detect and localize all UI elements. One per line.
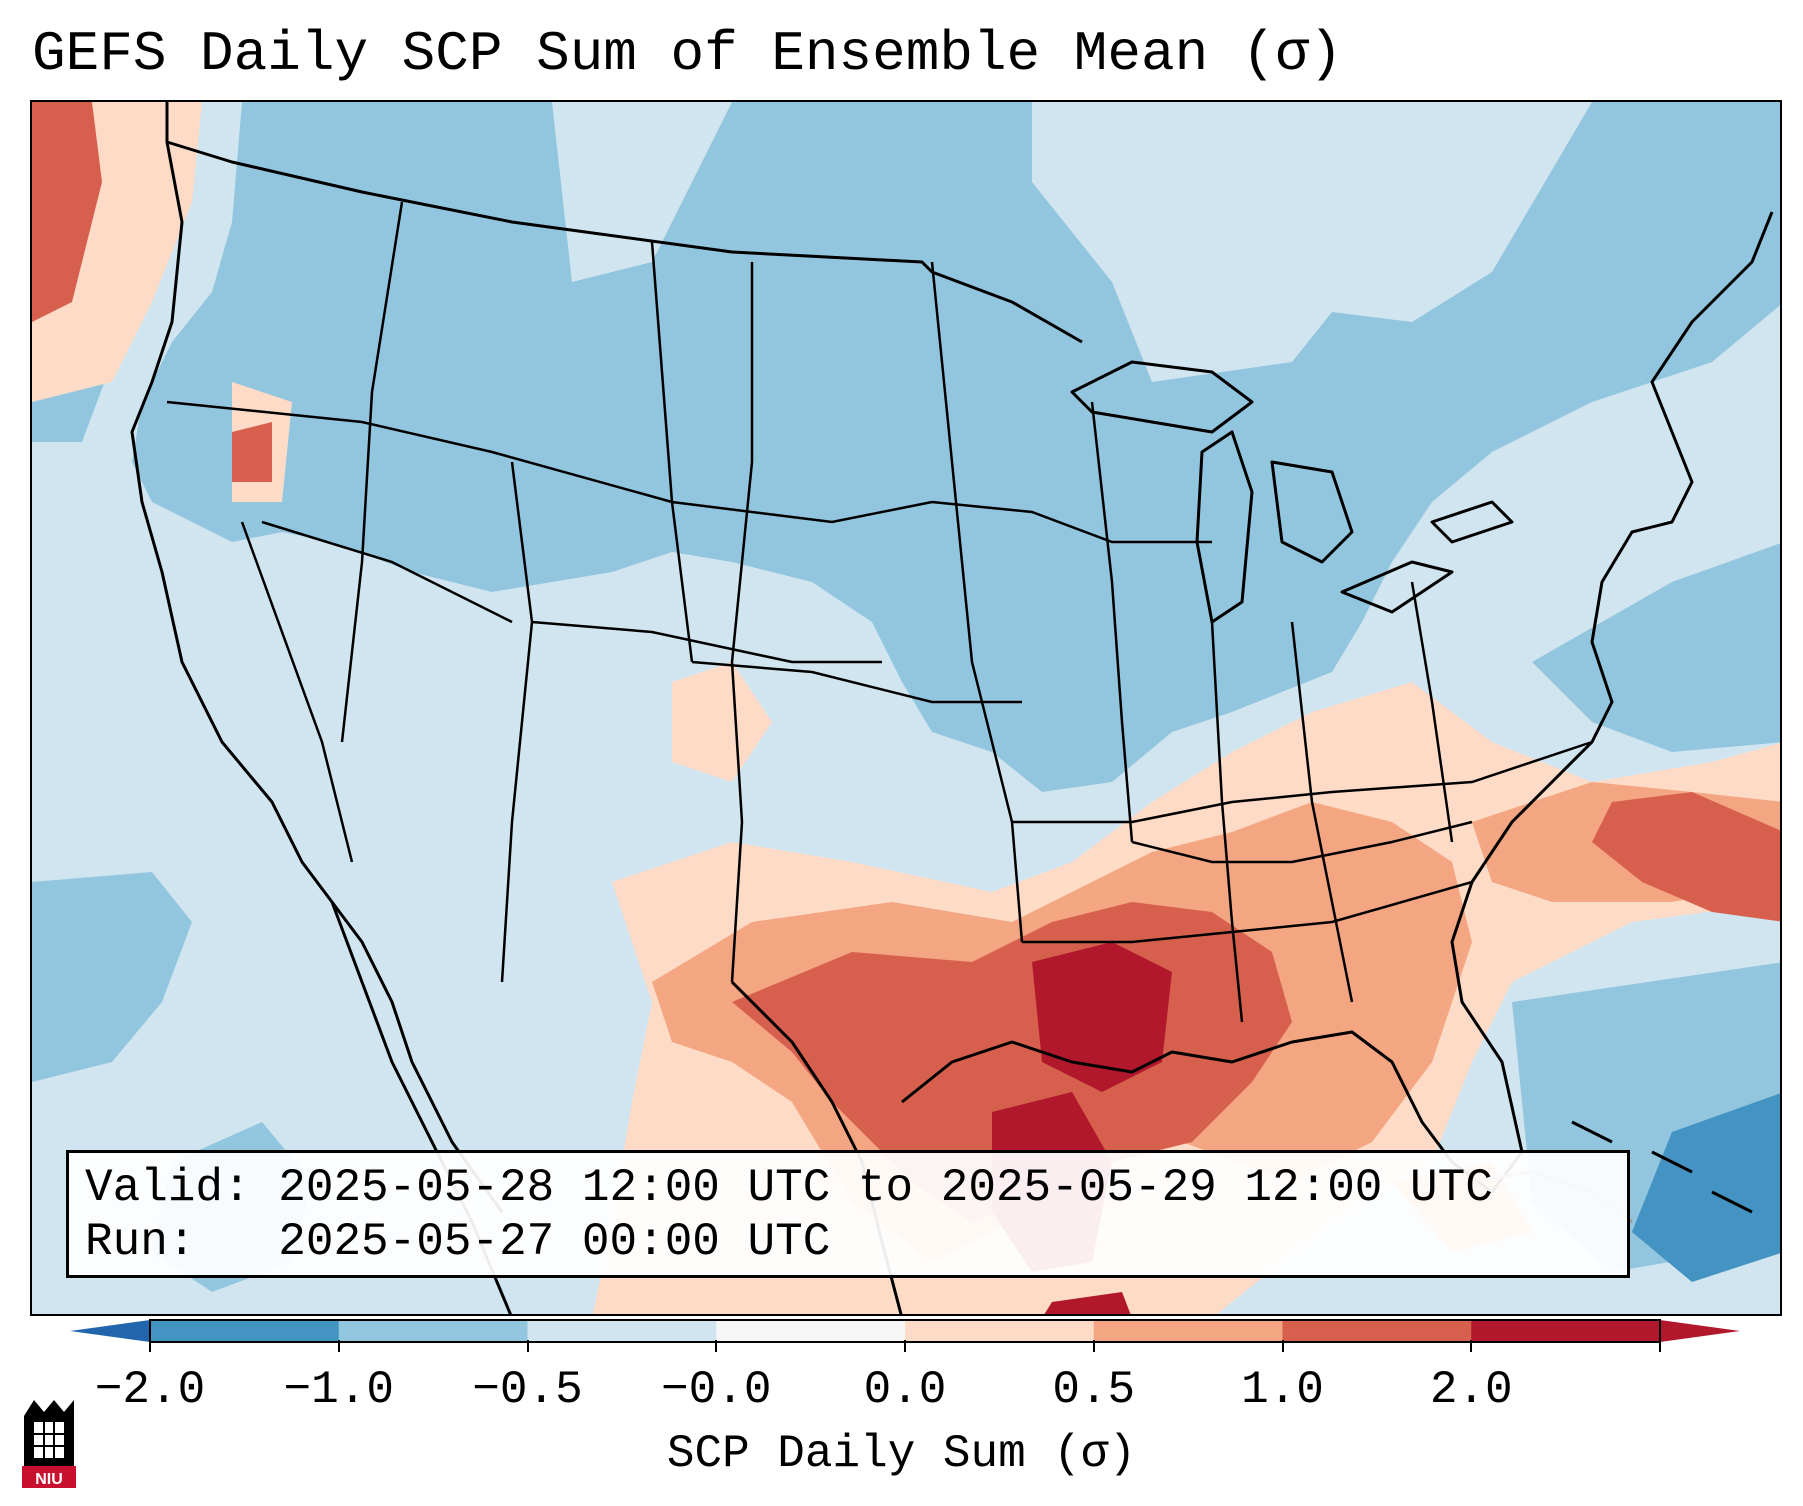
colorbar-tick-label: −0.0 — [661, 1364, 772, 1416]
border-sd-ne — [671, 500, 933, 524]
colorbar-segment — [150, 1320, 340, 1342]
atlantic-coast — [1470, 211, 1774, 883]
state-borders — [166, 201, 1593, 1023]
chart-title: GEFS Daily SCP Sum of Ensemble Mean (σ) — [32, 22, 1343, 86]
border-ia-mo — [931, 500, 1212, 544]
field-negative-strong — [1632, 1093, 1780, 1282]
lake-superior — [1070, 360, 1254, 434]
colorbar-tick-mark — [1281, 1340, 1284, 1352]
map-panel — [30, 100, 1782, 1316]
gulf-coast — [901, 881, 1524, 1194]
border-ks-ok — [691, 660, 1022, 704]
border-nm-tx — [730, 262, 754, 983]
border-co-ne — [531, 620, 882, 664]
niu-logo: NIU — [22, 1400, 76, 1488]
border-ga-sc — [1131, 820, 1473, 864]
border-ca-nv — [240, 521, 354, 863]
colorbar-tick-mark — [1659, 1340, 1661, 1352]
colorbar-segment — [1282, 1320, 1472, 1342]
colorbar-segment — [1471, 1320, 1661, 1342]
map-canvas — [32, 102, 1780, 1314]
colorbar-segment — [716, 1320, 906, 1342]
lake-huron — [1270, 460, 1354, 564]
colorbar-tick-label: 0.0 — [863, 1364, 947, 1416]
bahamas-outline — [1571, 1120, 1753, 1214]
colorbar-tick-label: −0.5 — [472, 1364, 583, 1416]
colorbar-tick-label: 0.5 — [1052, 1364, 1136, 1416]
us-canada-border — [165, 102, 1083, 344]
pacific-coast — [130, 141, 512, 1314]
lake-ontario — [1430, 500, 1514, 544]
border-mn-ia — [930, 261, 1024, 943]
border-tn-line — [1012, 740, 1593, 824]
colorbar-tick-mark — [1470, 1340, 1473, 1352]
colorbar-tick-mark — [1092, 1340, 1095, 1352]
border-id-mt — [340, 201, 404, 743]
colorbar-over-arrow — [1660, 1320, 1740, 1342]
border-ut-co — [500, 461, 534, 983]
run-time-text: Run: 2025-05-27 00:00 UTC — [85, 1216, 831, 1268]
colorbar-tick-label: −1.0 — [283, 1364, 394, 1416]
colorbar — [70, 1319, 1740, 1343]
validity-info-box: Valid: 2025-05-28 12:00 UTC to 2025-05-2… — [66, 1150, 1630, 1278]
colorbar-tick-label: 1.0 — [1241, 1364, 1324, 1416]
colorbar-tick-mark — [526, 1340, 529, 1352]
border-wi-il — [1090, 401, 1134, 843]
colorbar-segment — [1093, 1320, 1283, 1342]
colorbar-segment — [905, 1320, 1095, 1342]
border-gulf-states — [1022, 880, 1473, 944]
valid-time-text: Valid: 2025-05-28 12:00 UTC to 2025-05-2… — [85, 1162, 1493, 1214]
border-pa-md — [1410, 581, 1454, 843]
colorbar-segment — [527, 1320, 717, 1342]
colorbar-tick-mark — [715, 1340, 718, 1352]
colorbar-tick-mark — [904, 1340, 906, 1352]
colorbar-label: SCP Daily Sum (σ) — [666, 1428, 1137, 1480]
colorbar-ticks: −2.0 −1.0 −0.5 −0.0 0.0 0.5 1.0 2.0 — [0, 1340, 1803, 1420]
colorbar-tick-label: −2.0 — [94, 1364, 206, 1416]
lake-erie — [1340, 560, 1454, 614]
colorbar-tick-mark — [149, 1340, 151, 1352]
logo-text: NIU — [35, 1471, 63, 1488]
border-nv-ut — [261, 520, 513, 624]
colorbar-tick-mark — [337, 1340, 340, 1352]
border-oh-wv — [1290, 621, 1354, 1003]
border-or-id — [166, 400, 673, 504]
colorbar-segment — [338, 1320, 528, 1342]
colorbar-tick-label: 2.0 — [1429, 1364, 1513, 1416]
colorbar-under-arrow — [70, 1320, 150, 1342]
